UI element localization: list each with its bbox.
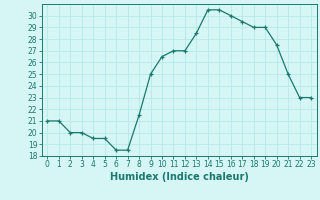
X-axis label: Humidex (Indice chaleur): Humidex (Indice chaleur) [110,172,249,182]
